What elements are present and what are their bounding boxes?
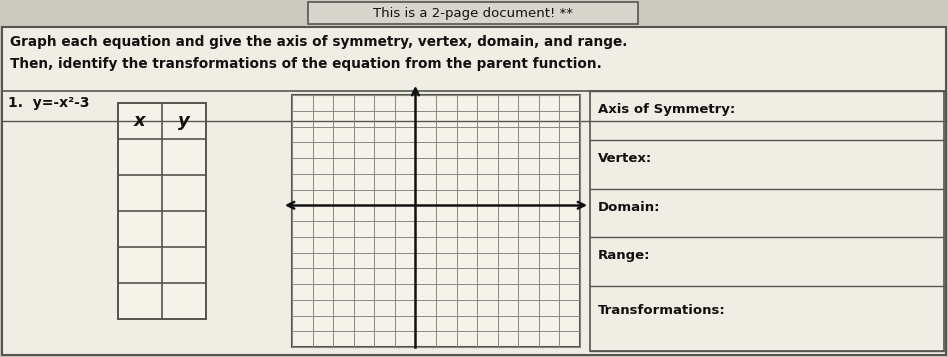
Text: Vertex:: Vertex: [598, 152, 652, 165]
Bar [590, 91, 944, 351]
Text: Axis of Symmetry:: Axis of Symmetry: [598, 103, 736, 116]
Bar [292, 95, 580, 347]
Text: This is a 2-page document! **: This is a 2-page document! ** [373, 6, 573, 20]
Text: Then, identify the transformations of the equation from the parent function.: Then, identify the transformations of th… [10, 57, 602, 71]
Bar [118, 103, 206, 319]
Text: 1.  y=-x²-3: 1. y=-x²-3 [8, 96, 89, 110]
Text: x: x [135, 112, 146, 130]
Text: y: y [178, 112, 190, 130]
Text: Graph each equation and give the axis of symmetry, vertex, domain, and range.: Graph each equation and give the axis of… [10, 35, 628, 49]
Text: Domain:: Domain: [598, 201, 661, 213]
Bar [308, 2, 638, 24]
Text: Range:: Range: [598, 249, 650, 262]
Text: Transformations:: Transformations: [598, 304, 726, 317]
